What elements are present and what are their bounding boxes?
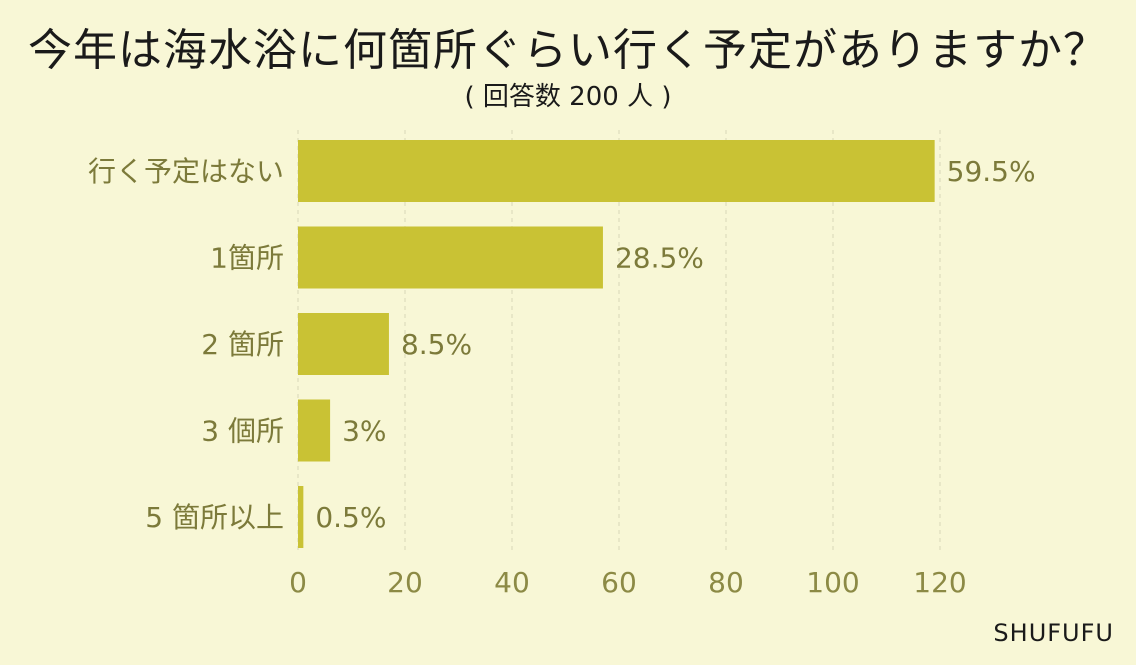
value-label-3: 3% bbox=[342, 415, 386, 448]
x-axis-ticks: 0 20 40 60 80 100 120 bbox=[289, 566, 967, 599]
brand-logo: SHUFUFU bbox=[993, 619, 1114, 647]
category-labels: 行く予定はない 1箇所 2 箇所 3 個所 5 箇所以上 bbox=[88, 155, 284, 534]
category-label-1: 1箇所 bbox=[210, 242, 284, 275]
chart-subtitle: ( 回答数 200 人 ) bbox=[464, 82, 672, 112]
value-label-2: 8.5% bbox=[401, 328, 472, 361]
category-label-0: 行く予定はない bbox=[88, 155, 284, 188]
value-label-4: 0.5% bbox=[315, 501, 386, 534]
category-label-2: 2 箇所 bbox=[201, 328, 284, 361]
bar-3 bbox=[298, 399, 331, 462]
bar-2 bbox=[298, 313, 389, 375]
x-tick-label-80: 80 bbox=[708, 566, 744, 599]
value-label-1: 28.5% bbox=[615, 242, 704, 275]
value-label-0: 59.5% bbox=[947, 155, 1036, 188]
x-tick-label-60: 60 bbox=[601, 566, 637, 599]
category-label-3: 3 個所 bbox=[201, 415, 284, 448]
x-tick-label-20: 20 bbox=[387, 566, 423, 599]
chart-title: 今年は海水浴に何箇所ぐらい行く予定がありますか？ bbox=[28, 25, 1108, 76]
bars bbox=[298, 140, 935, 548]
x-tick-label-40: 40 bbox=[494, 566, 530, 599]
category-label-4: 5 箇所以上 bbox=[145, 501, 284, 534]
x-tick-label-100: 100 bbox=[806, 566, 859, 599]
bar-1 bbox=[298, 226, 603, 289]
bar-4 bbox=[298, 486, 304, 548]
x-tick-label-0: 0 bbox=[289, 566, 307, 599]
x-tick-label-120: 120 bbox=[913, 566, 966, 599]
value-labels: 59.5% 28.5% 8.5% 3% 0.5% bbox=[315, 155, 1035, 534]
bar-0 bbox=[298, 140, 935, 202]
